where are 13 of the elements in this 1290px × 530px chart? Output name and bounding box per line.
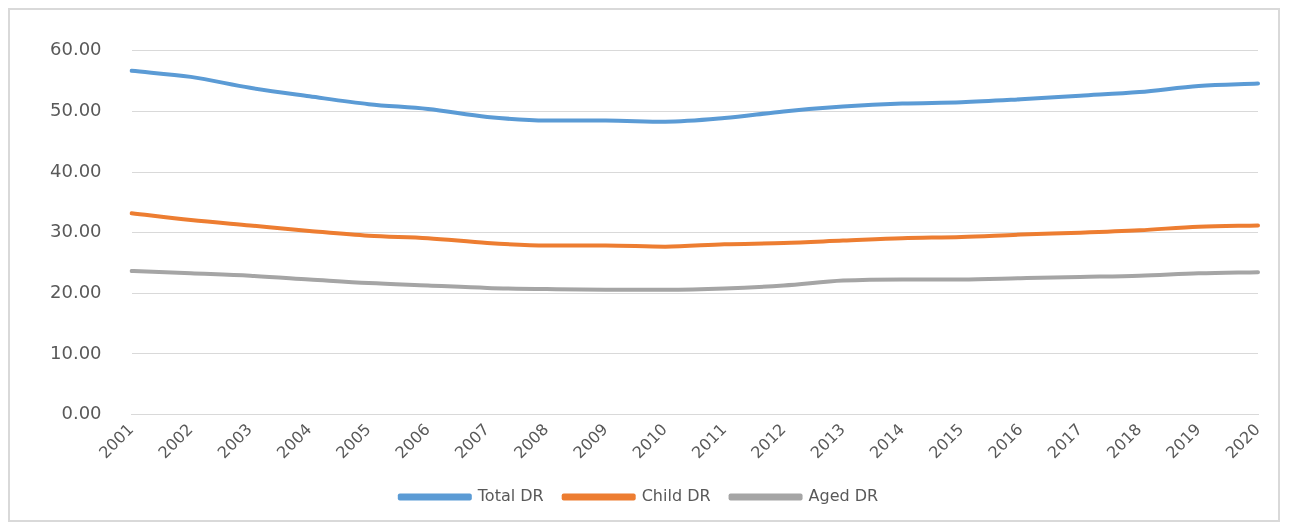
line-series [129, 268, 1260, 292]
y-tick-label: 30.00 [50, 220, 102, 242]
y-tick-label: 20.00 [50, 281, 102, 303]
y-tick-label: 0.00 [61, 402, 102, 424]
legend-label: Aged DR [808, 486, 879, 506]
legend-label: Child DR [641, 486, 711, 506]
y-tick-label: 40.00 [50, 159, 102, 181]
y-tick-label: 60.00 [50, 38, 102, 60]
legend-label: Total DR [476, 486, 544, 506]
line-series [129, 68, 1260, 124]
y-tick-label: 50.00 [50, 99, 102, 121]
y-tick-label: 10.00 [50, 341, 102, 363]
line-series [129, 211, 1260, 249]
